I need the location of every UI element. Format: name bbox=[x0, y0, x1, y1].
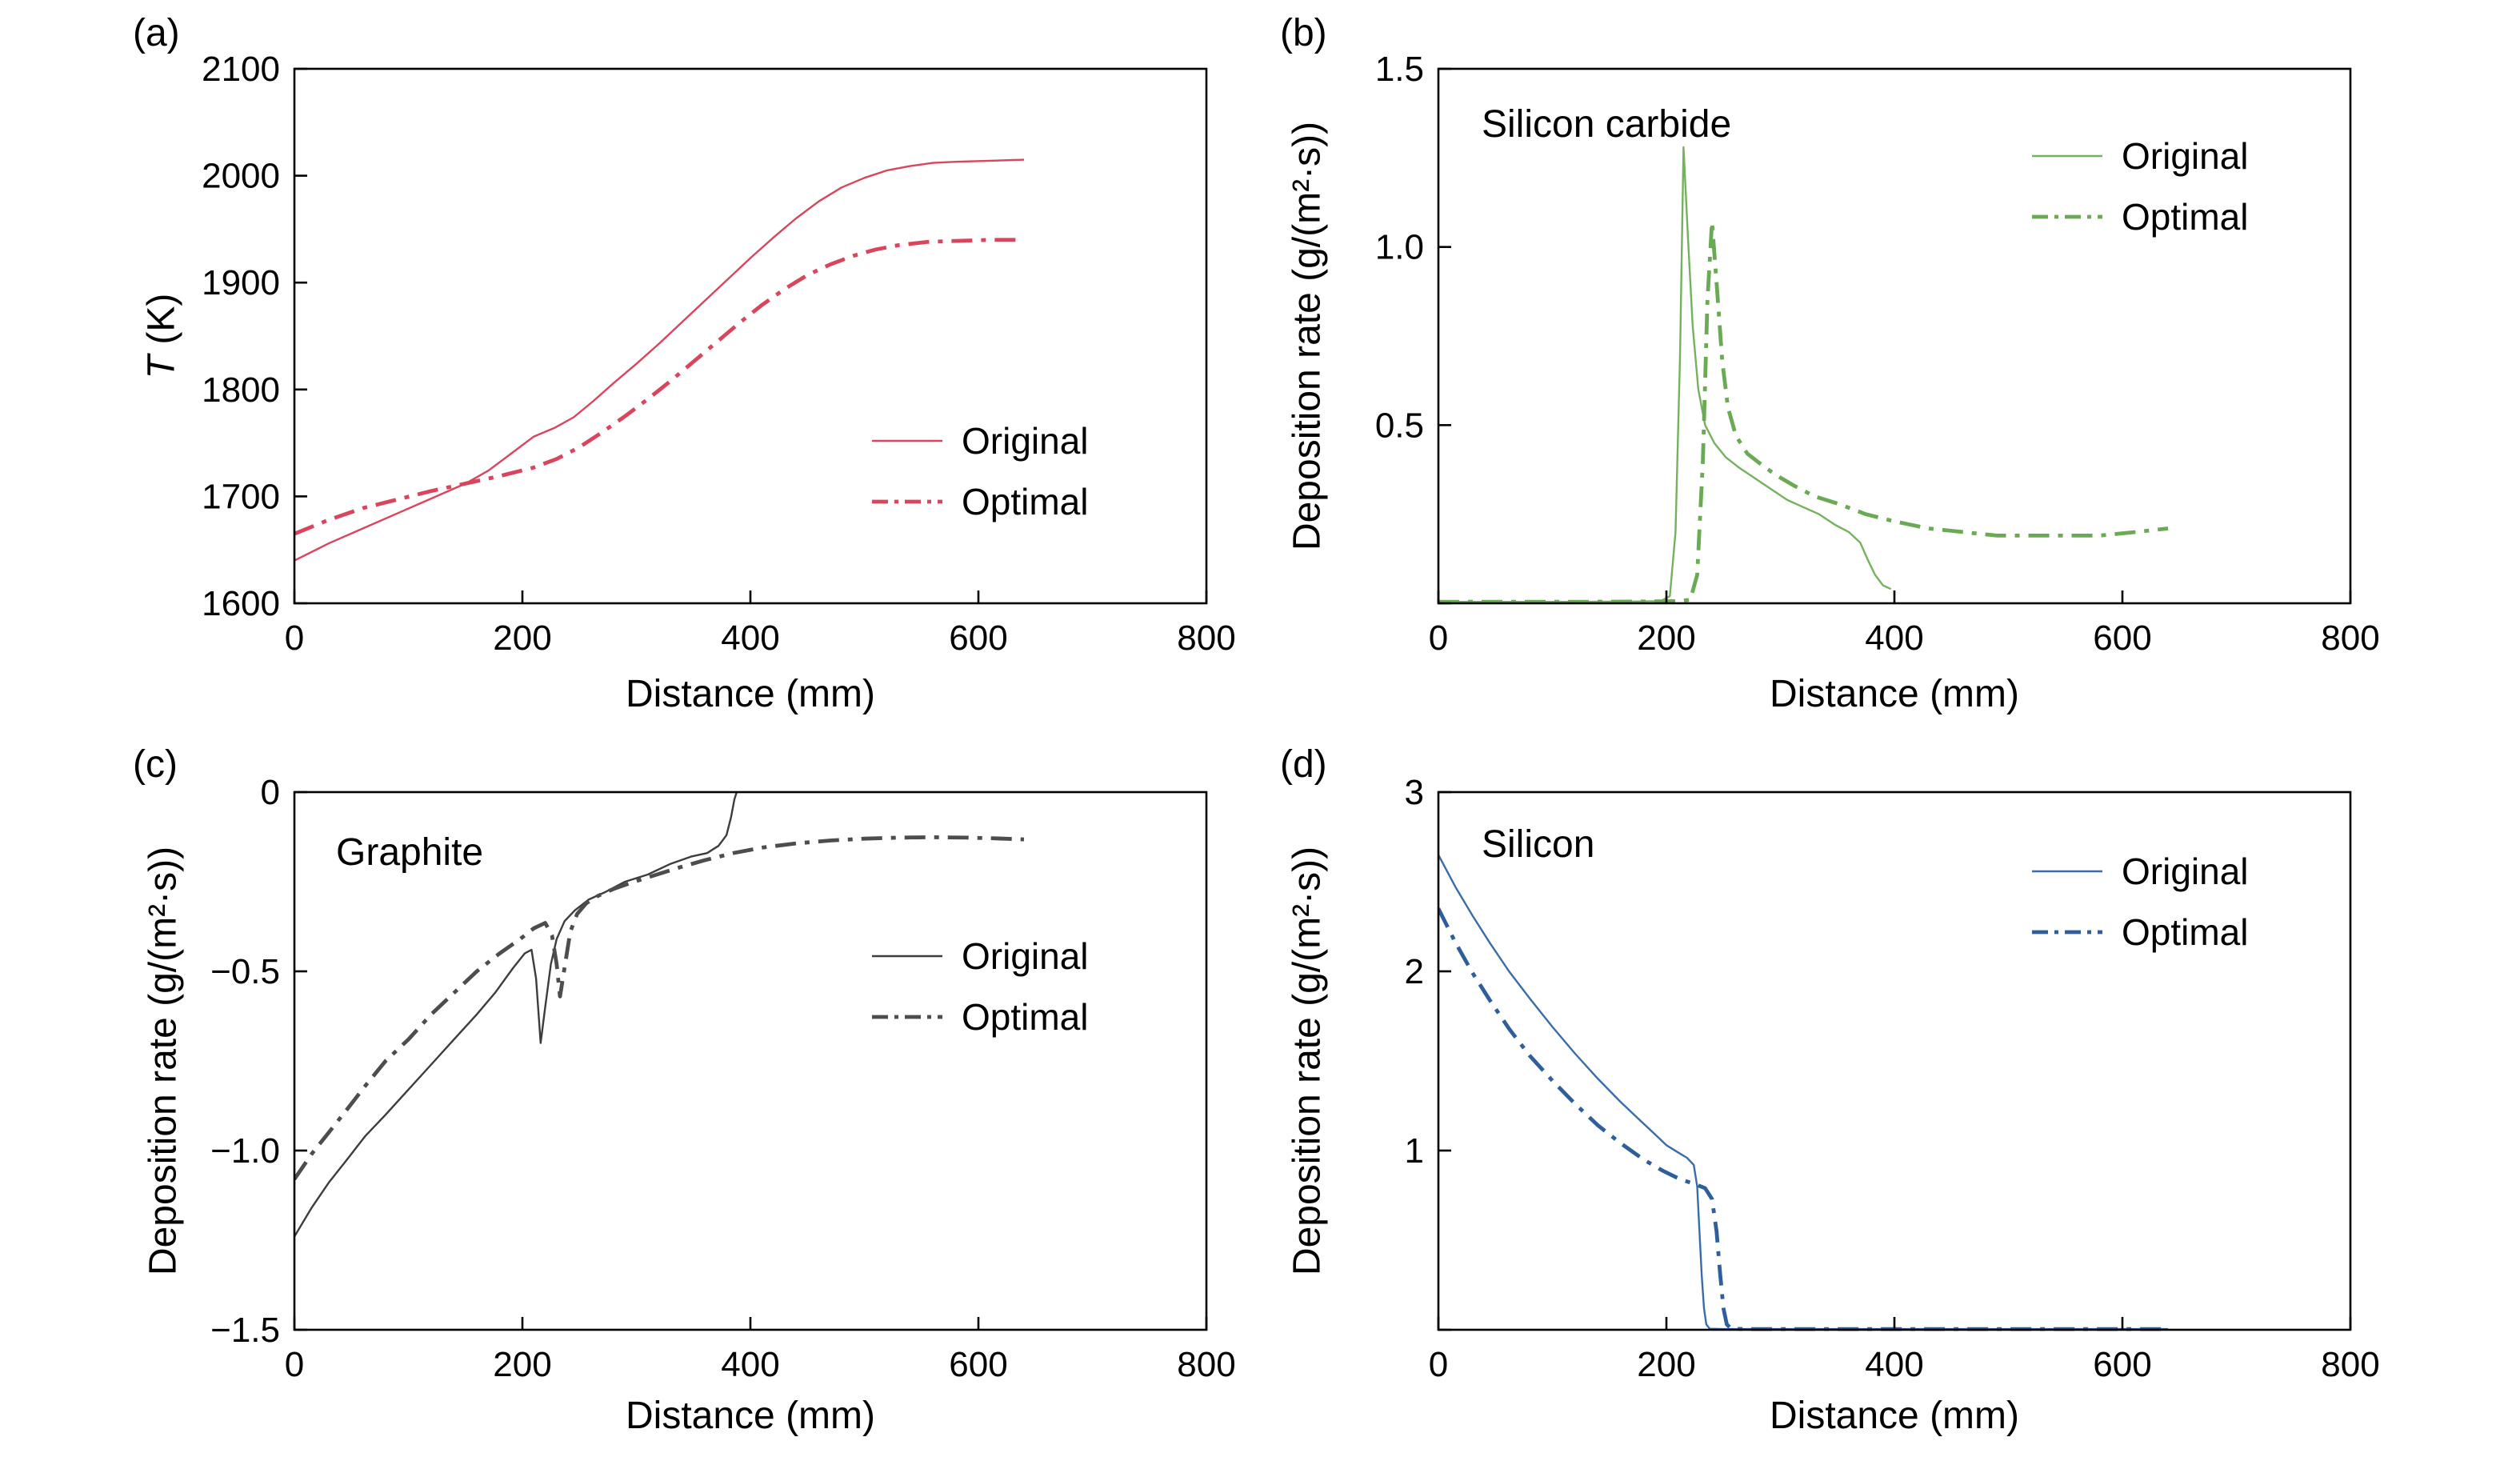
legend-line-original-icon bbox=[872, 955, 942, 958]
chart-c: 0 200 400 600 800 0 −0.5 −1.0 −1.5 bbox=[210, 773, 1236, 1384]
legend-item-original: Original bbox=[870, 935, 1089, 978]
panel-label-a: (a) bbox=[133, 12, 180, 54]
chart-a: 0 200 400 600 800 1600 1700 1800 1900 2000 2100 bbox=[202, 50, 1236, 658]
legend-label-optimal: Optimal bbox=[962, 481, 1089, 522]
y-tick-label: 1.5 bbox=[1375, 50, 1424, 89]
y-tick-label: 3 bbox=[1405, 773, 1424, 812]
legend-item-optimal: Optimal bbox=[870, 480, 1089, 523]
x-tick-label: 200 bbox=[493, 1345, 551, 1384]
legend-line-original-icon bbox=[872, 439, 942, 442]
x-tick-label: 200 bbox=[493, 618, 551, 658]
legend-item-optimal: Optimal bbox=[2030, 195, 2249, 238]
x-tick-label: 800 bbox=[1177, 1345, 1235, 1384]
y-tick-label: −0.5 bbox=[210, 952, 280, 991]
x-tick-label: 0 bbox=[285, 618, 304, 658]
legend-a: Original Optimal bbox=[870, 419, 1089, 523]
x-tick-label: 200 bbox=[1637, 618, 1695, 658]
legend-label-optimal: Optimal bbox=[2122, 911, 2249, 953]
legend-item-original: Original bbox=[870, 419, 1089, 462]
y-tick-label: 2 bbox=[1405, 952, 1424, 991]
y-tick-label: 1.0 bbox=[1375, 228, 1424, 267]
legend-item-original: Original bbox=[2030, 850, 2249, 893]
legend-label-original: Original bbox=[2122, 135, 2249, 177]
x-tick-label: 200 bbox=[1637, 1345, 1695, 1384]
y-tick-label: −1.5 bbox=[210, 1311, 280, 1350]
x-tick-label: 600 bbox=[949, 618, 1007, 658]
x-tick-label: 600 bbox=[949, 1345, 1007, 1384]
legend-line-original-icon bbox=[2032, 154, 2102, 158]
x-tick-label: 400 bbox=[1865, 1345, 1923, 1384]
legend-label-original: Original bbox=[962, 420, 1089, 462]
legend-label-optimal: Optimal bbox=[2122, 196, 2249, 238]
chart-a-ylabel: T (K) bbox=[140, 294, 184, 379]
panel-label-d: (d) bbox=[1280, 743, 1327, 786]
x-tick-label: 400 bbox=[1865, 618, 1923, 658]
x-tick-label: 400 bbox=[721, 618, 779, 658]
x-tick-label: 600 bbox=[2093, 1345, 2151, 1384]
x-tick-label: 800 bbox=[1177, 618, 1235, 658]
y-tick-label: 0.5 bbox=[1375, 406, 1424, 445]
chart-c-xlabel: Distance (mm) bbox=[625, 1395, 876, 1437]
y-tick-label: 2100 bbox=[202, 50, 280, 89]
legend-label-optimal: Optimal bbox=[962, 996, 1089, 1038]
x-tick-label: 0 bbox=[1429, 1345, 1448, 1384]
x-tick-label: 0 bbox=[285, 1345, 304, 1384]
chart-d-ylabel: Deposition rate (g/(m²·s)) bbox=[1286, 846, 1329, 1276]
chart-d-xlabel: Distance (mm) bbox=[1769, 1395, 2020, 1437]
legend-c: Original Optimal bbox=[870, 935, 1089, 1039]
y-tick-label: 1800 bbox=[202, 370, 280, 410]
y-tick-label: 1700 bbox=[202, 477, 280, 516]
legend-line-optimal-icon bbox=[872, 1015, 942, 1019]
y-tick-label: 1 bbox=[1405, 1131, 1424, 1171]
chart-b-series-optimal bbox=[1438, 220, 2169, 604]
chart-b-ylabel: Deposition rate (g/(m²·s)) bbox=[1286, 121, 1329, 551]
ylabel-variable: T bbox=[140, 355, 183, 379]
y-tick-label: −1.0 bbox=[210, 1131, 280, 1171]
y-tick-label: 1600 bbox=[202, 584, 280, 623]
chart-b-series-original bbox=[1438, 146, 1892, 603]
ylabel-unit: (K) bbox=[140, 293, 183, 355]
legend-item-original: Original bbox=[2030, 134, 2249, 178]
legend-b: Original Optimal bbox=[2030, 134, 2249, 238]
panel-label-c: (c) bbox=[133, 743, 178, 786]
chart-a-series-optimal bbox=[294, 238, 1024, 536]
chart-c-title: Graphite bbox=[336, 831, 484, 874]
chart-c-series-optimal bbox=[294, 835, 1025, 1181]
legend-line-optimal-icon bbox=[2032, 214, 2102, 219]
chart-b-xlabel: Distance (mm) bbox=[1769, 673, 2020, 715]
x-tick-label: 0 bbox=[1429, 618, 1448, 658]
x-tick-label: 800 bbox=[2321, 618, 2379, 658]
panel-label-b: (b) bbox=[1280, 12, 1327, 54]
legend-item-optimal: Optimal bbox=[870, 995, 1089, 1039]
chart-d: 0 200 400 600 800 1 2 3 bbox=[1405, 773, 2380, 1384]
legend-item-optimal: Optimal bbox=[2030, 911, 2249, 954]
y-tick-label: 0 bbox=[261, 773, 280, 812]
chart-a-xlabel: Distance (mm) bbox=[625, 673, 876, 715]
chart-b-title: Silicon carbide bbox=[1482, 103, 1732, 146]
legend-label-original: Original bbox=[2122, 851, 2249, 892]
chart-a-series-original bbox=[294, 158, 1025, 562]
legend-line-optimal-icon bbox=[2032, 930, 2102, 935]
x-tick-label: 400 bbox=[721, 1345, 779, 1384]
legend-line-optimal-icon bbox=[872, 499, 942, 504]
chart-b: 0 200 400 600 800 0.5 1.0 1.5 bbox=[1375, 50, 2380, 658]
chart-c-series-original bbox=[294, 791, 738, 1238]
legend-line-original-icon bbox=[2032, 870, 2102, 873]
x-tick-label: 600 bbox=[2093, 618, 2151, 658]
legend-d: Original Optimal bbox=[2030, 850, 2249, 954]
chart-d-title: Silicon bbox=[1482, 823, 1595, 866]
y-tick-label: 1900 bbox=[202, 263, 280, 302]
y-tick-label: 2000 bbox=[202, 157, 280, 196]
legend-label-original: Original bbox=[962, 935, 1089, 977]
chart-d-series-optimal bbox=[1438, 907, 2168, 1331]
chart-c-ylabel: Deposition rate (g/(m²·s)) bbox=[142, 846, 185, 1276]
x-tick-label: 800 bbox=[2321, 1345, 2379, 1384]
